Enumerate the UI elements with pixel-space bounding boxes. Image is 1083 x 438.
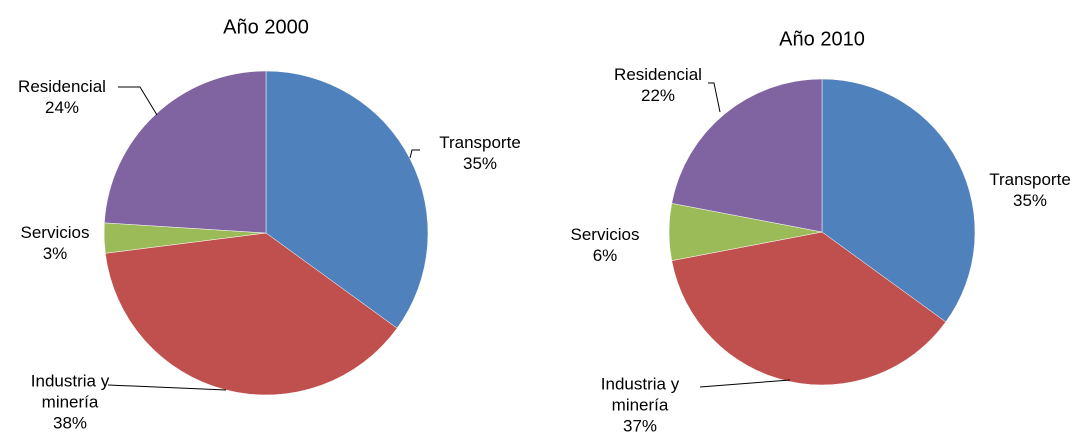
data-label: Residencial 24% [7,76,117,118]
pie-slice [671,78,823,233]
pie-slice [821,78,976,323]
leader-line [699,379,791,388]
category-label: Residencial [18,77,106,96]
pie-slice [104,70,267,234]
pie-slice [671,231,947,386]
data-label: Servicios 3% [0,222,110,264]
data-label: Industria y minería 38% [15,371,125,434]
data-label: Transporte 35% [975,169,1083,211]
data-label: Residencial 22% [603,64,713,106]
category-label: Industria y minería [30,371,110,412]
category-label: Servicios [20,223,90,242]
value-label: 6% [592,246,618,265]
data-label: Industria y minería 37% [585,374,695,437]
data-label: Servicios 6% [550,224,660,266]
value-label: 35% [1012,191,1048,210]
leader-line [708,82,721,113]
value-label: 35% [462,154,498,173]
leader-line [107,384,227,391]
pie-slice [265,70,429,329]
category-label: Servicios [570,225,640,244]
chart-title: Año 2010 [779,28,865,51]
value-label: 22% [640,86,676,105]
category-label: Transporte [989,170,1071,189]
value-label: 37% [622,416,658,436]
category-label: Residencial [614,65,702,84]
category-label: Industria y minería [600,374,680,415]
value-label: 3% [42,244,68,263]
chart-title: Año 2000 [223,16,309,39]
category-label: Transporte [439,133,521,152]
value-label: 24% [44,98,80,117]
leader-line [409,149,420,159]
leader-line [118,86,158,116]
value-label: 38% [52,413,88,433]
data-label: Transporte 35% [425,132,535,174]
